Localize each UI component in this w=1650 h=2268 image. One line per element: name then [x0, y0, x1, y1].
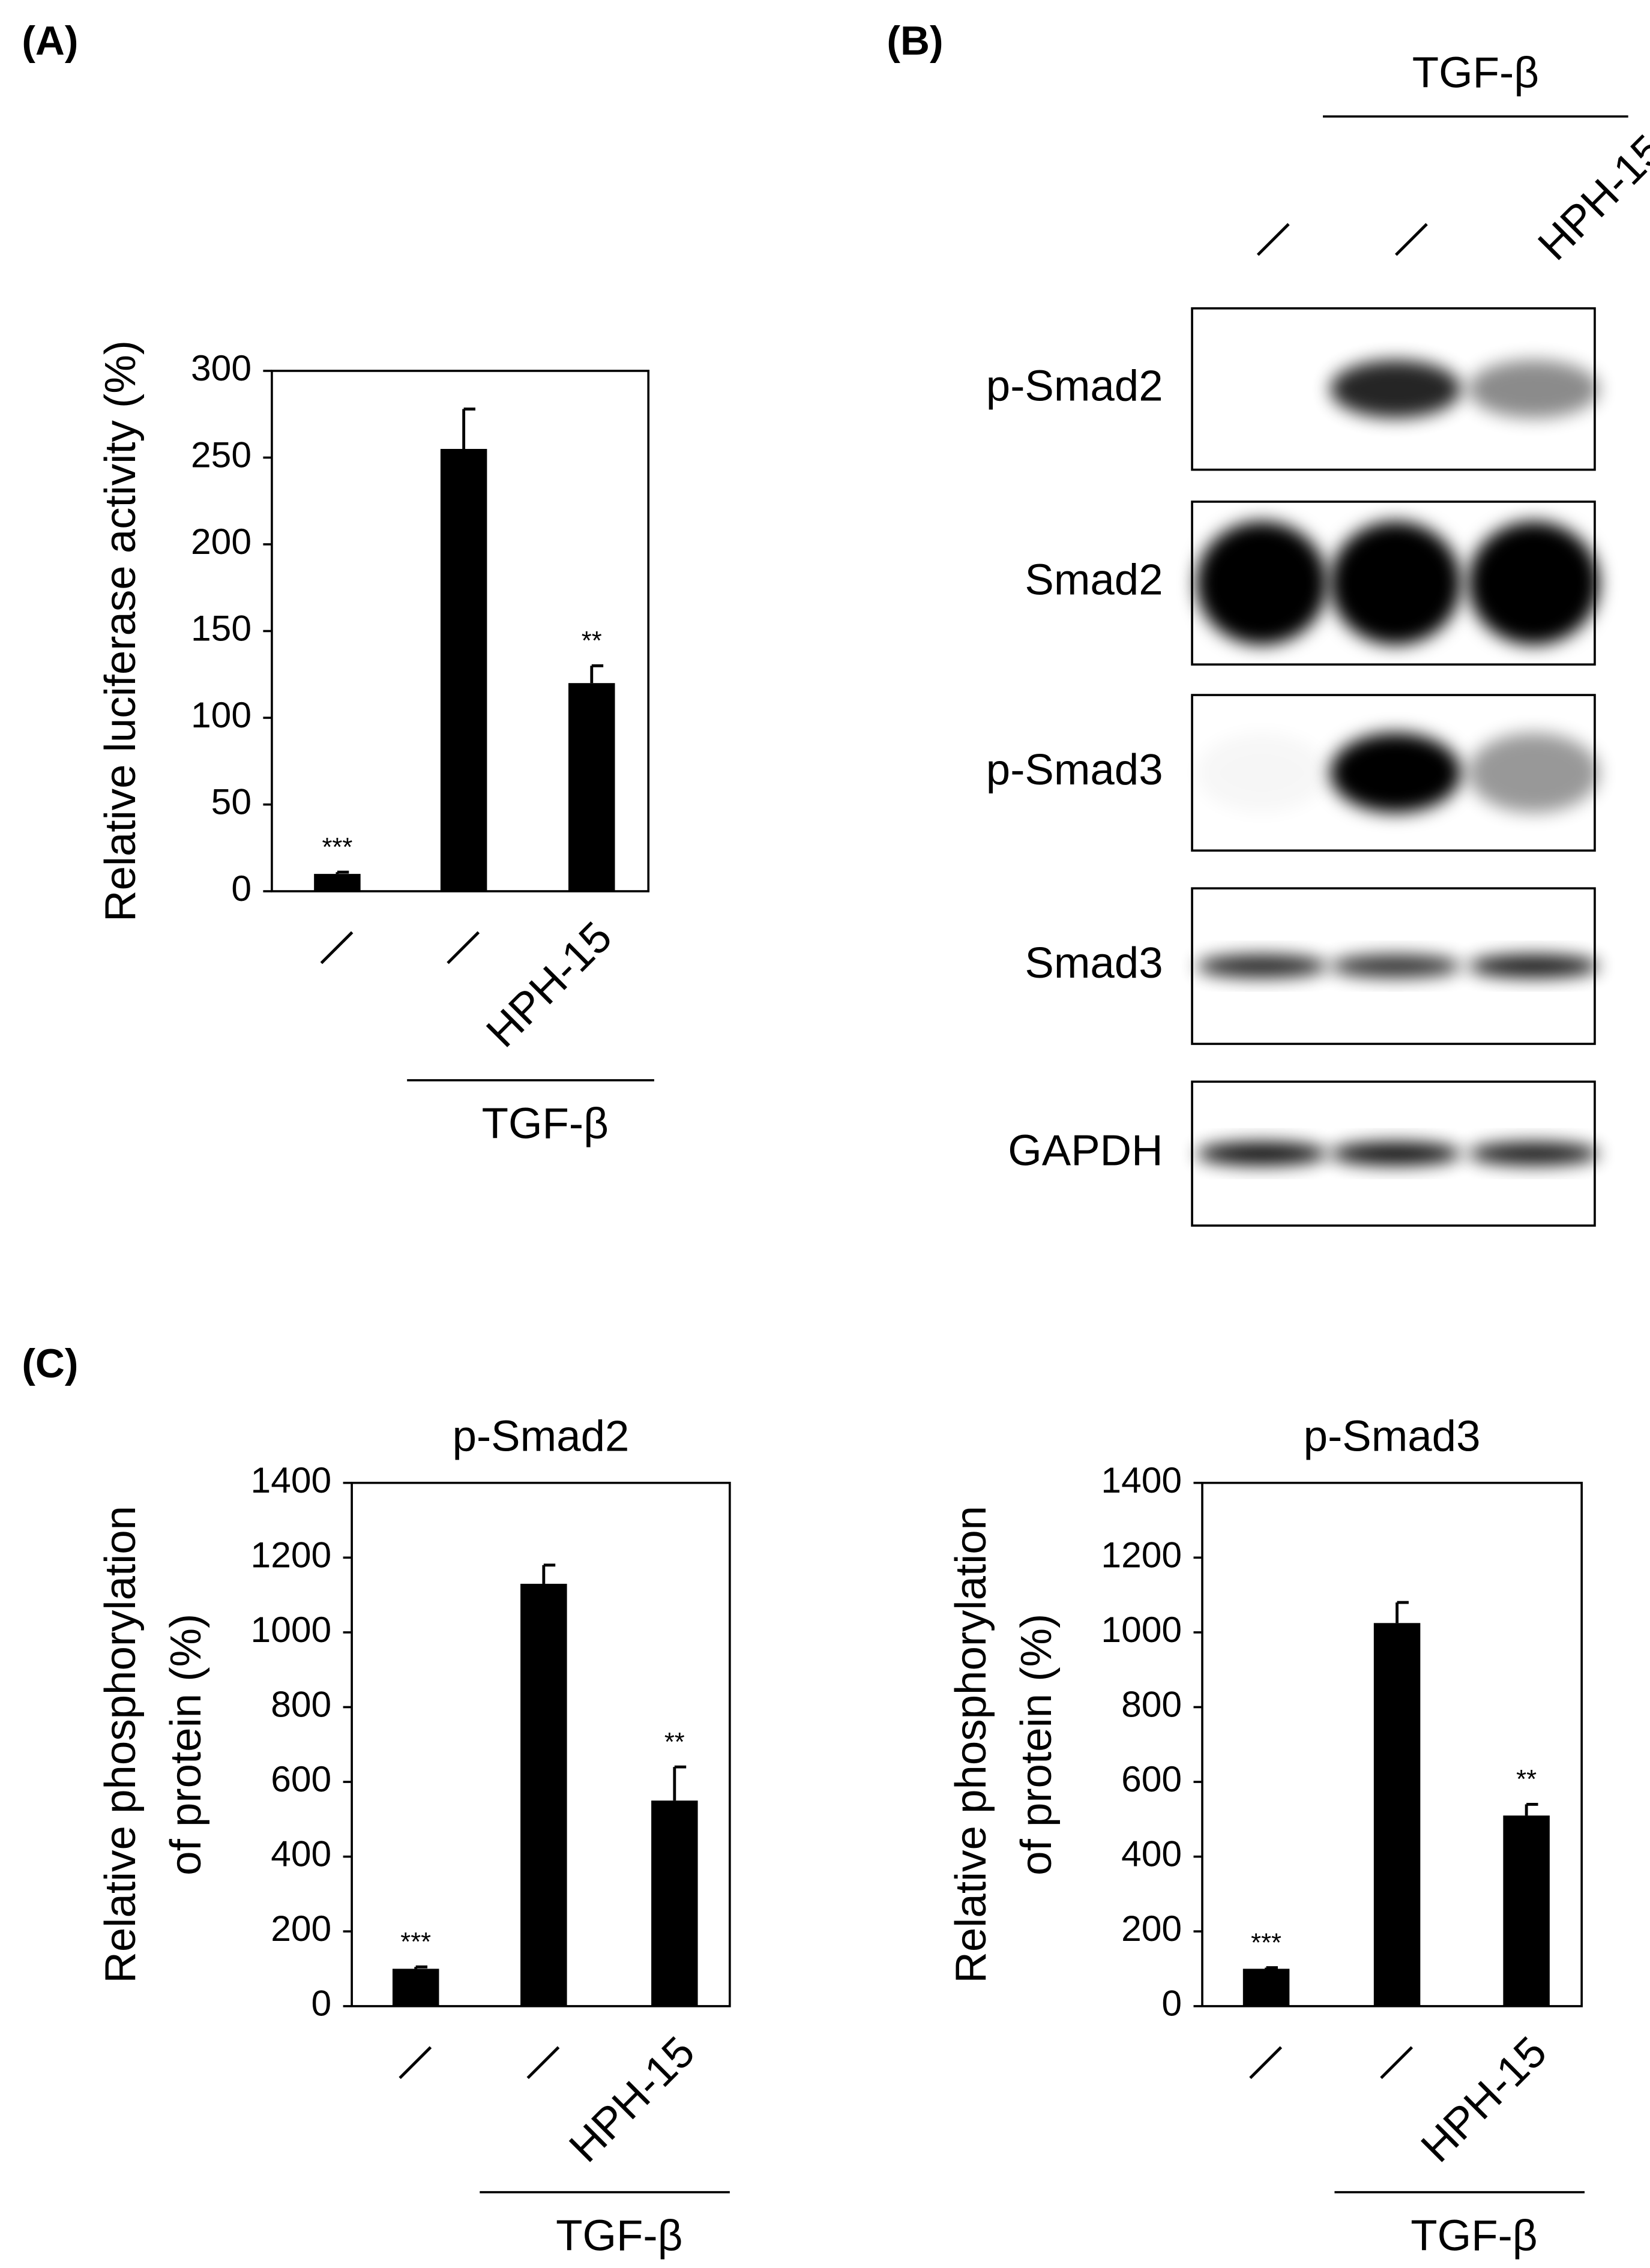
y-tick-label: 1000: [251, 1609, 332, 1650]
y-tick-label: 50: [211, 781, 251, 822]
bar: [651, 1800, 698, 2006]
bar: [314, 874, 361, 892]
y-axis-label: Relative phosphorylation: [96, 1506, 145, 1984]
blot-band: [1468, 521, 1600, 645]
blot-band: [1330, 359, 1462, 418]
blot-band: [1468, 1142, 1600, 1166]
blot-band: [1196, 733, 1327, 813]
bar: [1503, 1815, 1550, 2006]
y-tick-label: 1200: [251, 1534, 332, 1575]
y-tick-label: 400: [1121, 1833, 1182, 1874]
x-tick-label: —: [1230, 2027, 1296, 2093]
blot-row-label: p-Smad3: [986, 745, 1163, 794]
blot-band: [1330, 521, 1462, 645]
y-axis-label: of protein (%): [161, 1614, 210, 1875]
panel-label: (B): [887, 19, 943, 64]
y-tick-label: 300: [191, 347, 251, 388]
bar: [520, 1583, 567, 2006]
x-tick-label: —: [380, 2027, 445, 2093]
blot-band: [1468, 733, 1600, 813]
blot-row-label: Smad3: [1025, 939, 1163, 987]
chart-title: p-Smad3: [1304, 1412, 1481, 1460]
y-tick-label: 600: [1121, 1758, 1182, 1799]
x-tick-label: —: [301, 912, 367, 978]
y-tick-label: 200: [271, 1908, 331, 1949]
significance-label: **: [582, 627, 602, 655]
panel-label: (C): [22, 1341, 78, 1386]
lane-label: —: [1238, 204, 1304, 269]
significance-label: **: [1516, 1765, 1537, 1794]
y-tick-label: 0: [231, 868, 251, 909]
x-tick-label: HPH-15: [1412, 2027, 1556, 2171]
bar: [440, 448, 487, 892]
bar: [1242, 1969, 1290, 2006]
y-axis-label: Relative phosphorylation: [947, 1506, 995, 1984]
y-tick-label: 150: [191, 607, 251, 648]
y-tick-label: 200: [191, 521, 251, 562]
blot-row-label: Smad2: [1025, 556, 1163, 604]
panel-label: (A): [22, 19, 78, 64]
x-tick-label: —: [428, 912, 493, 978]
blot-band: [1196, 954, 1328, 978]
blot-row-label: p-Smad2: [986, 361, 1163, 410]
blot-band: [1330, 1142, 1462, 1166]
blot-band: [1468, 954, 1600, 978]
significance-label: ***: [322, 833, 352, 862]
group-label: TGF-β: [1411, 2211, 1537, 2260]
group-label: TGF-β: [482, 1099, 609, 1148]
y-tick-label: 1000: [1101, 1609, 1182, 1650]
significance-label: **: [664, 1728, 685, 1757]
blot-band: [1196, 521, 1328, 645]
blot-band: [1330, 733, 1462, 813]
y-tick-label: 800: [1121, 1683, 1182, 1724]
significance-label: ***: [1251, 1928, 1281, 1957]
y-tick-label: 100: [191, 694, 251, 735]
y-tick-label: 0: [312, 1983, 332, 2024]
y-tick-label: 800: [271, 1683, 331, 1724]
bar: [568, 683, 615, 892]
y-tick-label: 0: [1161, 1983, 1182, 2024]
y-tick-label: 1200: [1101, 1534, 1182, 1575]
y-tick-label: 600: [271, 1758, 331, 1799]
y-tick-label: 400: [271, 1833, 331, 1874]
lane-label: HPH-15: [1529, 125, 1650, 269]
x-tick-label: —: [1361, 2027, 1427, 2093]
significance-label: ***: [400, 1928, 431, 1957]
chart-title: p-Smad2: [453, 1412, 630, 1460]
blot-band: [1196, 1142, 1328, 1166]
bar: [392, 1969, 439, 2006]
x-tick-label: HPH-15: [477, 912, 621, 1056]
x-tick-label: —: [508, 2027, 573, 2093]
blot-row-label: GAPDH: [1008, 1126, 1163, 1175]
blot-group-label: TGF-β: [1412, 48, 1539, 97]
y-tick-label: 1400: [251, 1460, 332, 1500]
blot-band: [1468, 359, 1600, 418]
lane-label: —: [1376, 204, 1442, 269]
y-tick-label: 1400: [1101, 1460, 1182, 1500]
blot-band: [1330, 954, 1462, 978]
x-tick-label: HPH-15: [560, 2027, 704, 2171]
y-axis-label: Relative luciferase activity (%): [96, 340, 145, 922]
group-label: TGF-β: [556, 2211, 682, 2260]
y-tick-label: 250: [191, 434, 251, 475]
y-tick-label: 200: [1121, 1908, 1182, 1949]
bar: [1373, 1623, 1421, 2006]
y-axis-label: of protein (%): [1012, 1614, 1061, 1875]
